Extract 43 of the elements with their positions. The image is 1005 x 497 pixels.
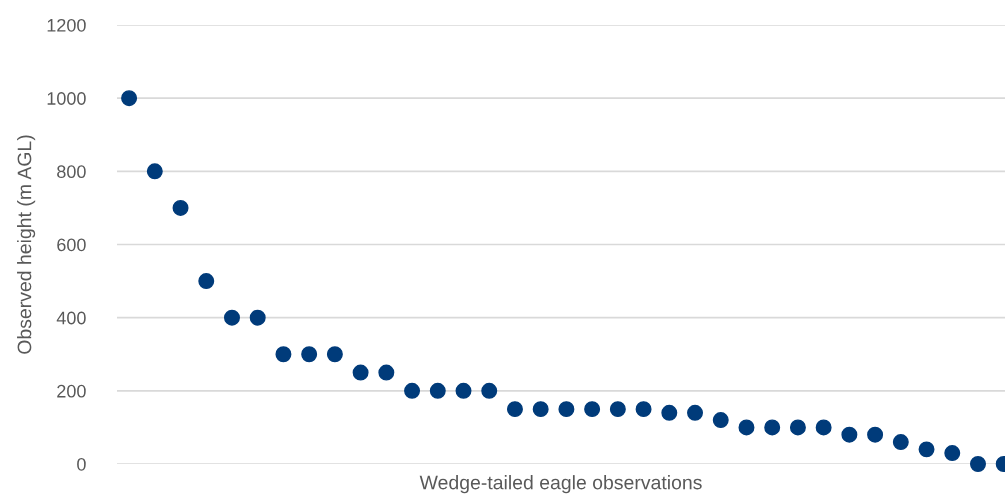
point xyxy=(121,90,138,107)
point xyxy=(404,382,421,399)
point xyxy=(738,419,755,436)
point xyxy=(944,445,961,462)
point xyxy=(661,404,678,421)
point xyxy=(275,346,292,363)
point xyxy=(172,199,189,216)
point xyxy=(455,382,472,399)
point xyxy=(249,309,266,326)
point xyxy=(224,309,240,326)
point xyxy=(198,273,215,290)
point xyxy=(918,441,935,458)
point xyxy=(635,401,652,418)
point xyxy=(584,401,601,418)
y-tick-label: 1000 xyxy=(47,92,86,105)
x-axis-title: Wedge-tailed eagle observations xyxy=(419,475,702,494)
y-tick-label: 200 xyxy=(57,384,86,398)
point xyxy=(867,426,884,443)
point xyxy=(429,382,446,399)
point xyxy=(301,346,318,363)
point xyxy=(892,434,909,451)
point xyxy=(764,419,781,436)
y-axis-title: Observed height (m AGL) xyxy=(17,135,36,354)
y-tick-label: 600 xyxy=(57,238,86,252)
point xyxy=(146,163,163,180)
point xyxy=(506,401,523,418)
point xyxy=(789,419,806,436)
y-tick-label: 0 xyxy=(77,457,86,471)
point xyxy=(558,401,575,418)
point xyxy=(609,401,626,418)
point xyxy=(687,404,704,421)
point xyxy=(815,419,832,436)
point xyxy=(712,412,729,429)
y-tick-label: 1200 xyxy=(47,18,86,32)
point xyxy=(326,346,343,363)
point xyxy=(481,382,498,399)
point xyxy=(532,401,549,418)
point xyxy=(352,364,369,381)
y-tick-label: 400 xyxy=(56,311,86,325)
point xyxy=(378,364,395,381)
y-tick-label: 800 xyxy=(57,165,86,179)
point xyxy=(841,426,858,443)
point xyxy=(970,456,986,472)
